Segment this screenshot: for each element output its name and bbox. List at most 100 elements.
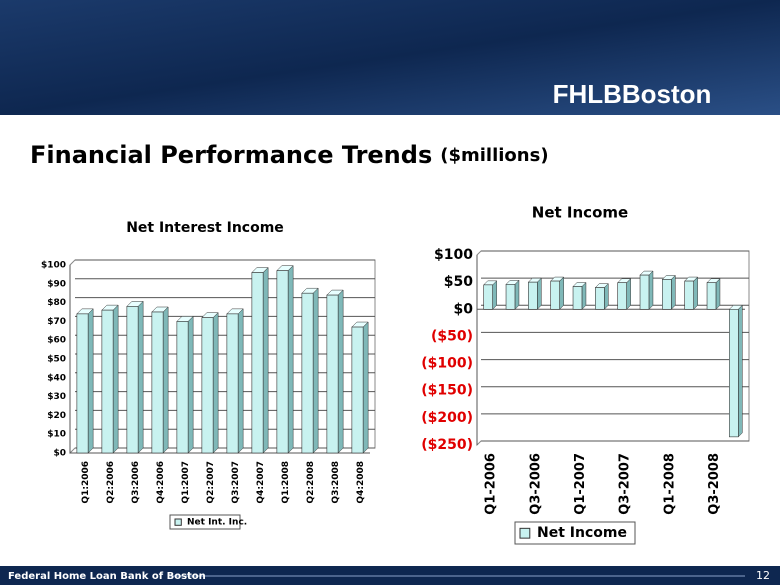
legend-swatch — [174, 518, 182, 526]
bar — [595, 287, 605, 310]
x-tick-label: Q4:2006 — [156, 461, 166, 504]
bar — [126, 306, 139, 454]
legend-label: Net Income — [537, 525, 627, 541]
y-tick-label: $90 — [47, 279, 66, 289]
y-tick-label: ($150) — [421, 383, 473, 399]
bar-side — [212, 312, 219, 454]
legend-swatch — [519, 527, 531, 539]
y-tick-label: $0 — [53, 449, 66, 459]
bar — [151, 311, 164, 454]
y-tick-label: $100 — [41, 261, 66, 271]
title-unit: ($millions) — [440, 145, 548, 166]
bar-side — [492, 280, 497, 310]
bar — [101, 309, 114, 454]
bar — [528, 281, 538, 310]
footer-text: Federal Home Loan Bank of Boston — [8, 571, 206, 582]
y-tick-label: $0 — [454, 301, 474, 317]
bar — [729, 308, 739, 438]
bar-side — [162, 306, 169, 454]
bar — [550, 280, 560, 310]
bar — [706, 282, 717, 310]
y-tick-label: $50 — [47, 355, 66, 365]
x-tick-label: Q4:2008 — [356, 461, 366, 504]
bar-side — [187, 315, 194, 454]
bar — [351, 326, 364, 454]
legend-box — [514, 521, 636, 545]
y-tick-label: $30 — [47, 392, 66, 402]
bar-side — [559, 276, 564, 310]
y-tick-label: ($200) — [421, 410, 473, 426]
y-tick-label: ($100) — [421, 356, 473, 372]
bar — [226, 313, 239, 454]
y-tick-label: $40 — [47, 373, 66, 383]
legend-label: Net Int. Inc. — [187, 518, 247, 528]
x-tick-label: Q2:2007 — [206, 461, 216, 504]
x-tick-label: Q1-2006 — [484, 453, 499, 515]
logo: FHLBBoston — [553, 79, 712, 109]
x-tick-label: Q1-2008 — [662, 453, 677, 515]
bar-side — [237, 308, 244, 454]
bar-side — [648, 270, 654, 310]
bar — [201, 317, 214, 454]
x-tick-label: Q4:2007 — [256, 461, 266, 504]
y-tick-label: $80 — [47, 298, 66, 308]
bar — [251, 272, 264, 454]
y-tick-label: $60 — [47, 336, 66, 346]
bar-side — [337, 289, 344, 454]
x-tick-label: Q1-2007 — [573, 453, 588, 515]
x-tick-label: Q2:2006 — [106, 461, 116, 504]
bar — [176, 321, 189, 454]
bar-side — [112, 304, 119, 454]
x-tick-label: Q3:2008 — [331, 461, 341, 504]
bar — [684, 280, 694, 310]
chart-title: Net Interest Income — [126, 220, 284, 236]
legend-box — [169, 514, 241, 530]
bar-side — [312, 287, 319, 454]
bar — [76, 313, 89, 454]
page-number: 12 — [756, 569, 770, 582]
x-tick-label: Q3-2008 — [707, 453, 722, 515]
bar — [301, 292, 314, 454]
y-tick-label: $20 — [47, 411, 66, 421]
x-tick-label: Q3-2007 — [618, 453, 633, 515]
x-tick-label: Q3:2007 — [231, 461, 241, 504]
bar-side — [671, 274, 676, 310]
bar — [639, 274, 650, 310]
bar-side — [287, 265, 294, 454]
bar-side — [537, 277, 542, 310]
bar-side — [626, 278, 631, 310]
bar-side — [693, 276, 698, 310]
x-tick-label: Q3-2006 — [528, 453, 543, 515]
bar — [572, 286, 583, 310]
bar — [617, 282, 627, 310]
x-tick-label: Q1:2006 — [81, 461, 91, 504]
y-tick-label: $70 — [47, 317, 66, 327]
x-tick-label: Q1:2007 — [181, 461, 191, 504]
bar-side — [581, 281, 587, 310]
bar-side — [362, 321, 369, 454]
bar-side — [715, 278, 721, 310]
bar-side — [604, 282, 609, 310]
x-tick-label: Q2:2008 — [306, 461, 316, 504]
y-tick-label: ($250) — [421, 437, 473, 453]
bar-side — [738, 304, 743, 438]
slide-title: Financial Performance Trends ($millions) — [30, 141, 549, 169]
bar-side — [87, 308, 94, 454]
header-banner — [0, 0, 780, 115]
bar — [326, 294, 339, 454]
bar — [662, 279, 672, 310]
bar-side — [514, 279, 520, 310]
y-tick-label: ($50) — [431, 328, 473, 344]
y-tick-label: $100 — [434, 247, 473, 263]
bar — [505, 284, 516, 310]
bar-side — [137, 300, 144, 454]
bar — [276, 270, 289, 454]
x-tick-label: Q3:2006 — [131, 461, 141, 504]
x-tick-label: Q1:2008 — [281, 461, 291, 504]
bar — [483, 284, 493, 310]
bar-side — [262, 266, 269, 454]
title-text: Financial Performance Trends — [30, 141, 432, 169]
y-tick-label: $50 — [444, 274, 473, 290]
y-tick-label: $10 — [47, 430, 66, 440]
